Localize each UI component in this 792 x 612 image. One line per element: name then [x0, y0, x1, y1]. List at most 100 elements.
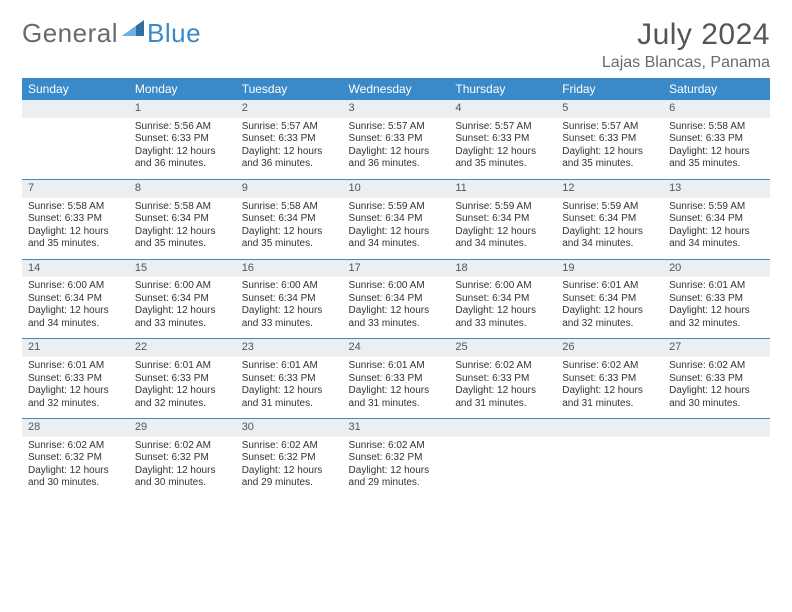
day-number: [22, 100, 129, 118]
sunrise-text: Sunrise: 5:58 AM: [669, 121, 764, 134]
calendar-cell: 17Sunrise: 6:00 AMSunset: 6:34 PMDayligh…: [343, 259, 450, 339]
calendar-cell: 29Sunrise: 6:02 AMSunset: 6:32 PMDayligh…: [129, 419, 236, 498]
sunrise-text: Sunrise: 6:02 AM: [242, 440, 337, 453]
calendar-cell: 31Sunrise: 6:02 AMSunset: 6:32 PMDayligh…: [343, 419, 450, 498]
day-details: Sunrise: 6:00 AMSunset: 6:34 PMDaylight:…: [236, 277, 343, 338]
day-details: Sunrise: 6:01 AMSunset: 6:33 PMDaylight:…: [129, 357, 236, 418]
header: General Blue July 2024 Lajas Blancas, Pa…: [22, 18, 770, 72]
sunrise-text: Sunrise: 6:02 AM: [562, 360, 657, 373]
calendar-cell: 24Sunrise: 6:01 AMSunset: 6:33 PMDayligh…: [343, 339, 450, 419]
daylight-text: Daylight: 12 hours and 34 minutes.: [669, 226, 764, 251]
sunrise-text: Sunrise: 5:58 AM: [28, 201, 123, 214]
day-number: [449, 419, 556, 437]
sunrise-text: Sunrise: 5:57 AM: [562, 121, 657, 134]
sunrise-text: Sunrise: 6:01 AM: [669, 280, 764, 293]
calendar-cell: 7Sunrise: 5:58 AMSunset: 6:33 PMDaylight…: [22, 179, 129, 259]
sunset-text: Sunset: 6:33 PM: [562, 373, 657, 386]
calendar-cell: 30Sunrise: 6:02 AMSunset: 6:32 PMDayligh…: [236, 419, 343, 498]
day-number: 22: [129, 339, 236, 357]
calendar-week-row: 1Sunrise: 5:56 AMSunset: 6:33 PMDaylight…: [22, 100, 770, 179]
daylight-text: Daylight: 12 hours and 30 minutes.: [28, 465, 123, 490]
sunrise-text: Sunrise: 6:01 AM: [28, 360, 123, 373]
day-number: 13: [663, 180, 770, 198]
daylight-text: Daylight: 12 hours and 35 minutes.: [135, 226, 230, 251]
calendar-cell: 15Sunrise: 6:00 AMSunset: 6:34 PMDayligh…: [129, 259, 236, 339]
sunset-text: Sunset: 6:32 PM: [135, 452, 230, 465]
calendar-week-row: 14Sunrise: 6:00 AMSunset: 6:34 PMDayligh…: [22, 259, 770, 339]
daylight-text: Daylight: 12 hours and 32 minutes.: [135, 385, 230, 410]
sunset-text: Sunset: 6:33 PM: [349, 133, 444, 146]
sunset-text: Sunset: 6:33 PM: [562, 133, 657, 146]
day-details: Sunrise: 5:57 AMSunset: 6:33 PMDaylight:…: [556, 118, 663, 179]
daylight-text: Daylight: 12 hours and 31 minutes.: [455, 385, 550, 410]
sunset-text: Sunset: 6:34 PM: [562, 293, 657, 306]
calendar-cell: 2Sunrise: 5:57 AMSunset: 6:33 PMDaylight…: [236, 100, 343, 179]
day-details: Sunrise: 6:01 AMSunset: 6:33 PMDaylight:…: [236, 357, 343, 418]
sunset-text: Sunset: 6:32 PM: [28, 452, 123, 465]
day-number: 10: [343, 180, 450, 198]
day-number: 31: [343, 419, 450, 437]
day-details: Sunrise: 6:02 AMSunset: 6:32 PMDaylight:…: [22, 437, 129, 498]
day-details: Sunrise: 5:57 AMSunset: 6:33 PMDaylight:…: [449, 118, 556, 179]
calendar-cell: 21Sunrise: 6:01 AMSunset: 6:33 PMDayligh…: [22, 339, 129, 419]
day-number: 16: [236, 260, 343, 278]
calendar-cell: 19Sunrise: 6:01 AMSunset: 6:34 PMDayligh…: [556, 259, 663, 339]
sunset-text: Sunset: 6:33 PM: [242, 133, 337, 146]
sunset-text: Sunset: 6:34 PM: [28, 293, 123, 306]
sunset-text: Sunset: 6:33 PM: [455, 133, 550, 146]
calendar-week-row: 28Sunrise: 6:02 AMSunset: 6:32 PMDayligh…: [22, 419, 770, 498]
day-number: 11: [449, 180, 556, 198]
sunrise-text: Sunrise: 6:01 AM: [135, 360, 230, 373]
daylight-text: Daylight: 12 hours and 30 minutes.: [669, 385, 764, 410]
calendar-cell: 8Sunrise: 5:58 AMSunset: 6:34 PMDaylight…: [129, 179, 236, 259]
sunrise-text: Sunrise: 5:59 AM: [562, 201, 657, 214]
day-details: Sunrise: 6:00 AMSunset: 6:34 PMDaylight:…: [449, 277, 556, 338]
sunrise-text: Sunrise: 6:00 AM: [28, 280, 123, 293]
calendar-header-row: Sunday Monday Tuesday Wednesday Thursday…: [22, 78, 770, 100]
day-details: Sunrise: 6:02 AMSunset: 6:33 PMDaylight:…: [663, 357, 770, 418]
sunrise-text: Sunrise: 6:02 AM: [669, 360, 764, 373]
day-details: Sunrise: 5:59 AMSunset: 6:34 PMDaylight:…: [663, 198, 770, 259]
daylight-text: Daylight: 12 hours and 32 minutes.: [562, 305, 657, 330]
sunrise-text: Sunrise: 6:00 AM: [349, 280, 444, 293]
day-number: 8: [129, 180, 236, 198]
daylight-text: Daylight: 12 hours and 31 minutes.: [562, 385, 657, 410]
day-details: Sunrise: 5:57 AMSunset: 6:33 PMDaylight:…: [236, 118, 343, 179]
day-details: Sunrise: 5:58 AMSunset: 6:33 PMDaylight:…: [663, 118, 770, 179]
sunset-text: Sunset: 6:33 PM: [669, 373, 764, 386]
sunrise-text: Sunrise: 5:58 AM: [242, 201, 337, 214]
sunrise-text: Sunrise: 6:00 AM: [455, 280, 550, 293]
day-details: Sunrise: 5:57 AMSunset: 6:33 PMDaylight:…: [343, 118, 450, 179]
day-number: 7: [22, 180, 129, 198]
calendar-cell: 9Sunrise: 5:58 AMSunset: 6:34 PMDaylight…: [236, 179, 343, 259]
sunset-text: Sunset: 6:33 PM: [242, 373, 337, 386]
sunrise-text: Sunrise: 6:02 AM: [349, 440, 444, 453]
day-number: 21: [22, 339, 129, 357]
calendar-cell: 3Sunrise: 5:57 AMSunset: 6:33 PMDaylight…: [343, 100, 450, 179]
calendar-body: 1Sunrise: 5:56 AMSunset: 6:33 PMDaylight…: [22, 100, 770, 498]
sunrise-text: Sunrise: 5:57 AM: [349, 121, 444, 134]
sunset-text: Sunset: 6:34 PM: [349, 213, 444, 226]
daylight-text: Daylight: 12 hours and 31 minutes.: [349, 385, 444, 410]
sunset-text: Sunset: 6:33 PM: [135, 373, 230, 386]
daylight-text: Daylight: 12 hours and 33 minutes.: [135, 305, 230, 330]
calendar-cell: 23Sunrise: 6:01 AMSunset: 6:33 PMDayligh…: [236, 339, 343, 419]
sunset-text: Sunset: 6:34 PM: [669, 213, 764, 226]
sunset-text: Sunset: 6:34 PM: [455, 213, 550, 226]
logo: General Blue: [22, 18, 201, 49]
calendar-cell: 5Sunrise: 5:57 AMSunset: 6:33 PMDaylight…: [556, 100, 663, 179]
day-number: 23: [236, 339, 343, 357]
daylight-text: Daylight: 12 hours and 32 minutes.: [28, 385, 123, 410]
col-monday: Monday: [129, 78, 236, 100]
daylight-text: Daylight: 12 hours and 36 minutes.: [349, 146, 444, 171]
logo-text-general: General: [22, 18, 118, 49]
sunrise-text: Sunrise: 6:02 AM: [455, 360, 550, 373]
day-details: Sunrise: 6:02 AMSunset: 6:33 PMDaylight:…: [556, 357, 663, 418]
logo-triangle-icon: [122, 12, 144, 43]
day-details: Sunrise: 6:00 AMSunset: 6:34 PMDaylight:…: [22, 277, 129, 338]
calendar-cell: 6Sunrise: 5:58 AMSunset: 6:33 PMDaylight…: [663, 100, 770, 179]
sunrise-text: Sunrise: 6:00 AM: [135, 280, 230, 293]
calendar-table: Sunday Monday Tuesday Wednesday Thursday…: [22, 78, 770, 498]
day-number: [663, 419, 770, 437]
day-number: 2: [236, 100, 343, 118]
